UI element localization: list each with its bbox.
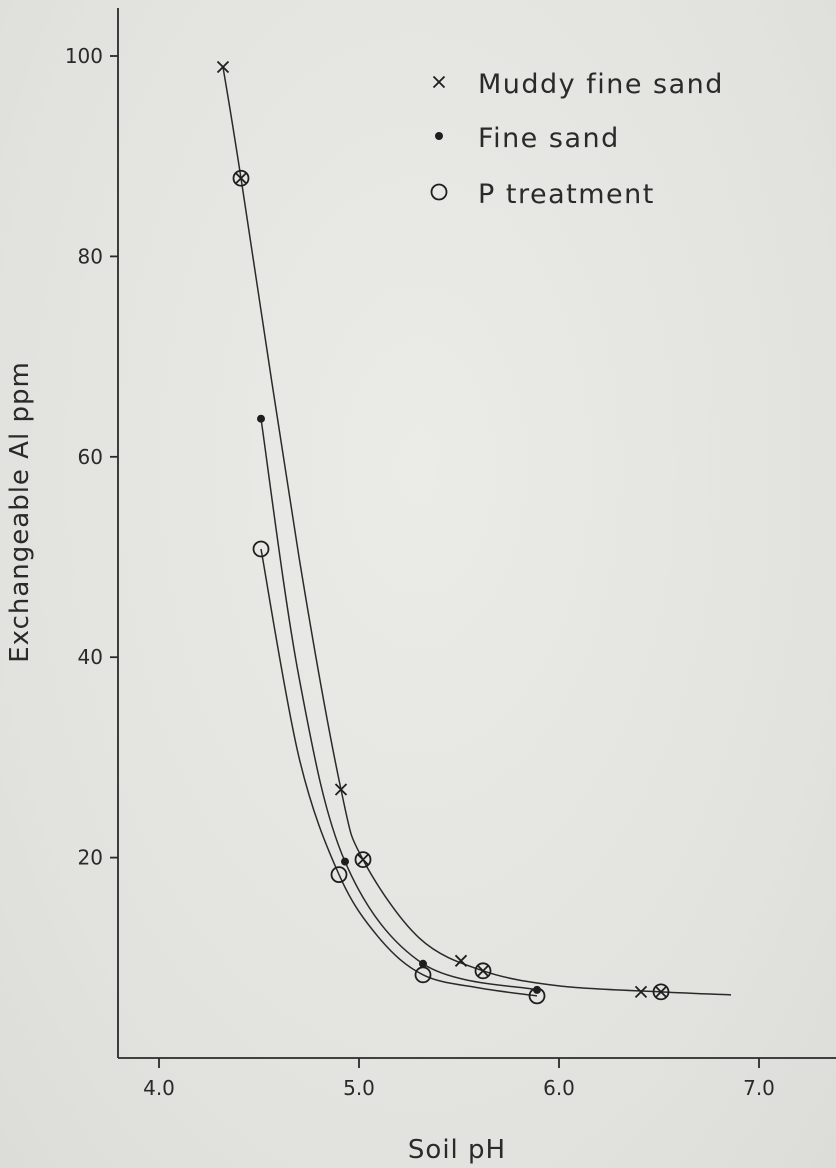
p-treatment-point <box>474 962 492 980</box>
p-treatment-point <box>652 983 670 1001</box>
legend-label: Muddy fine sand <box>478 69 724 100</box>
muddy-fine-sand-point <box>654 985 668 999</box>
muddy-fine-sand-point <box>476 964 490 977</box>
legend-label: Fine sand <box>478 123 620 154</box>
muddy-fine-sand-point <box>234 172 248 185</box>
fitted-curve <box>222 66 732 996</box>
fine-sand-point <box>257 414 265 423</box>
x-tick-label: 7.0 <box>743 1076 775 1100</box>
y-tick-label: 20 <box>78 846 103 870</box>
x-tick-label: 4.0 <box>143 1076 175 1100</box>
p-treatment-point <box>252 540 270 558</box>
legend: Muddy fine sand Fine sand P treatment <box>430 69 724 210</box>
p-treatment-point <box>330 866 348 884</box>
y-axis-title: Exchangeable Al ppm <box>5 361 35 663</box>
axis-ticks: 4.0 5.0 6.0 7.0 20 40 60 80 100 <box>65 44 775 1100</box>
fitted-curves <box>222 66 732 997</box>
fitted-curve <box>260 548 538 997</box>
fine-sand-point <box>341 857 349 866</box>
y-tick-label: 60 <box>78 445 103 469</box>
muddy-fine-sand-point <box>216 60 230 74</box>
legend-label: P treatment <box>478 179 655 210</box>
y-tick-label: 100 <box>65 44 103 68</box>
fitted-curve <box>260 418 538 991</box>
fine-sand-point <box>533 985 541 994</box>
data-points <box>216 60 670 1005</box>
legend-marker-dot <box>435 132 443 140</box>
y-tick-label: 40 <box>78 645 103 669</box>
muddy-fine-sand-point <box>454 954 468 967</box>
p-treatment-point <box>232 169 250 187</box>
fine-sand-point <box>419 959 427 968</box>
p-treatment-point <box>354 851 372 869</box>
y-tick-label: 80 <box>78 244 103 268</box>
muddy-fine-sand-point <box>634 985 648 999</box>
legend-marker-circle <box>430 183 448 201</box>
x-tick-label: 5.0 <box>343 1076 375 1100</box>
x-axis-title: Soil pH <box>408 1135 506 1165</box>
x-tick-label: 6.0 <box>543 1076 575 1100</box>
muddy-fine-sand-point <box>356 853 370 866</box>
legend-marker-x <box>432 75 446 89</box>
muddy-fine-sand-point <box>334 783 348 796</box>
